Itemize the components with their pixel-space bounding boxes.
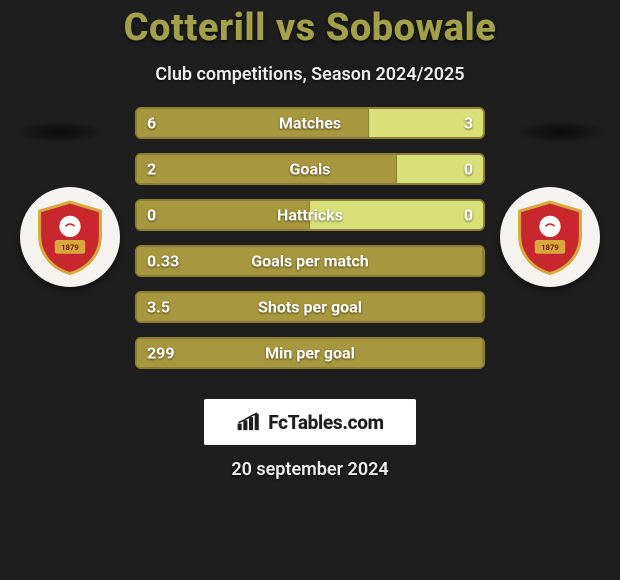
stat-bar-left (137, 155, 397, 183)
stat-value-left: 0 (147, 206, 156, 225)
site-logo: FcTables.com (204, 399, 416, 445)
stat-bar-left (137, 201, 310, 229)
stat-value-left: 0.33 (147, 252, 179, 271)
svg-text:1879: 1879 (61, 243, 78, 252)
stat-row: 299Min per goal (135, 337, 485, 369)
stat-bars: 63Matches20Goals00Hattricks0.33Goals per… (135, 107, 485, 369)
player-shadow-right (516, 121, 606, 143)
logo-text: FcTables.com (268, 411, 384, 434)
stat-bar-left (137, 339, 483, 367)
team-crest-right: 1879 (500, 187, 600, 287)
team-crest-left: 1879 (20, 187, 120, 287)
stat-row: 20Goals (135, 153, 485, 185)
stat-value-left: 3.5 (147, 298, 170, 317)
shield-icon: 1879 (512, 199, 588, 275)
stat-row: 00Hattricks (135, 199, 485, 231)
comparison-stage: 1879 1879 63Matches20Goals00Hattricks0.3… (0, 107, 620, 387)
stat-value-left: 299 (147, 344, 175, 363)
page-subtitle: Club competitions, Season 2024/2025 (0, 64, 620, 85)
stat-row: 0.33Goals per match (135, 245, 485, 277)
stat-row: 63Matches (135, 107, 485, 139)
shield-icon: 1879 (32, 199, 108, 275)
stat-bar-left (137, 293, 483, 321)
stat-bar-right (310, 201, 483, 229)
stat-row: 3.5Shots per goal (135, 291, 485, 323)
stat-bar-left (137, 109, 369, 137)
chart-icon (236, 412, 262, 432)
page-title: Cotterill vs Sobowale (0, 6, 620, 50)
player-shadow-left (14, 121, 104, 143)
stat-bar-left (137, 247, 483, 275)
svg-text:1879: 1879 (541, 243, 558, 252)
stat-value-right: 3 (464, 114, 473, 133)
stat-value-left: 2 (147, 160, 156, 179)
stat-value-left: 6 (147, 114, 156, 133)
snapshot-date: 20 september 2024 (0, 459, 620, 480)
stat-value-right: 0 (464, 206, 473, 225)
stat-value-right: 0 (464, 160, 473, 179)
